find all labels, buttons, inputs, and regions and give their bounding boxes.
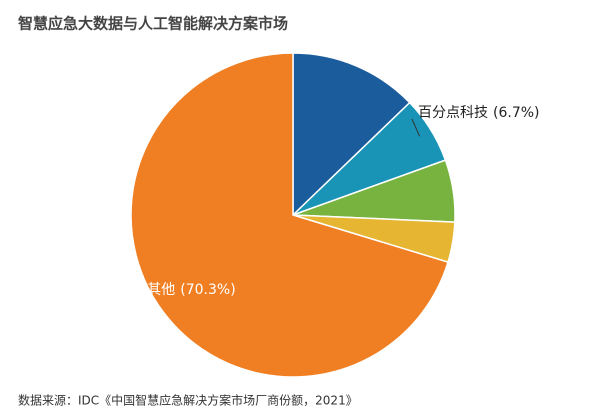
slice-label: 百分点科技 (6.7%)	[418, 105, 540, 121]
slice-name: 百分点科技	[418, 105, 488, 121]
slice-value: (70.3%)	[180, 282, 235, 298]
slice-name: 其他	[147, 282, 175, 298]
pie-slice	[130, 52, 449, 378]
source-note: 数据来源：IDC《中国智慧应急解决方案市场厂商份额，2021》	[18, 393, 358, 408]
leader-line	[411, 118, 421, 137]
slice-label: 其他 (70.3%)	[147, 282, 235, 298]
chart-title: 智慧应急大数据与人工智能解决方案市场	[18, 15, 288, 33]
slice-value: (6.7%)	[493, 105, 540, 121]
pie-slice	[292, 52, 411, 217]
